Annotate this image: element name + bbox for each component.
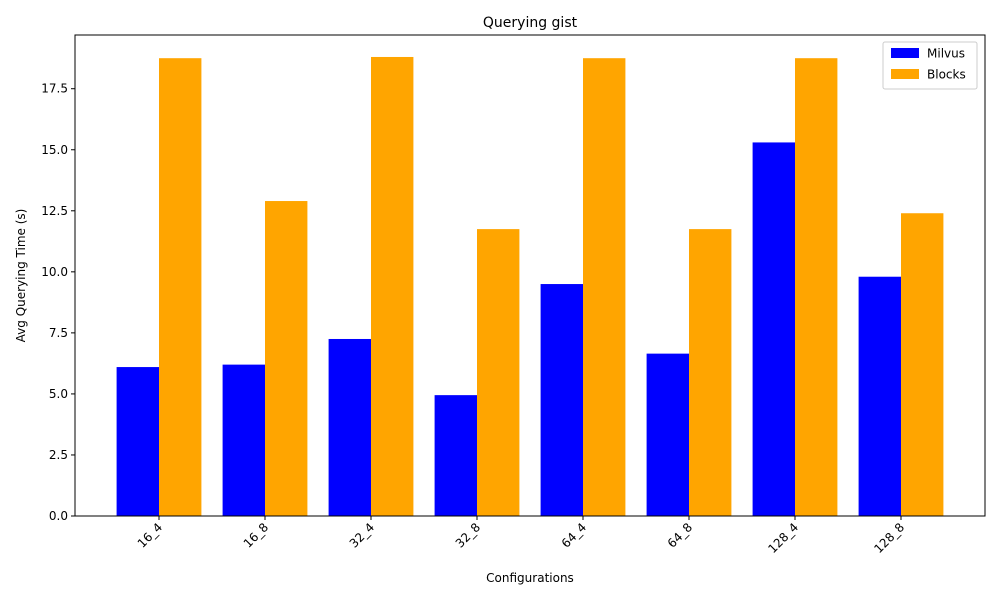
legend-label-blocks: Blocks <box>927 68 966 82</box>
bar-blocks-16_8 <box>265 201 308 516</box>
legend: Milvus Blocks <box>882 41 978 90</box>
x-axis-ticks: 16_4 16_8 32_4 32_8 64_4 64_8 128_4 128_8 <box>135 516 907 556</box>
bar-milvus-16_4 <box>116 367 159 516</box>
legend-label-milvus: Milvus <box>927 47 965 61</box>
y-axis-label: Avg Querying Time (s) <box>14 209 28 343</box>
chart-title: Querying gist <box>483 15 578 31</box>
bar-blocks-64_4 <box>583 58 626 516</box>
bar-blocks-32_4 <box>371 56 414 517</box>
bar-blocks-128_8 <box>901 213 944 516</box>
bar-milvus-32_4 <box>328 338 371 516</box>
x-tick-label: 64_4 <box>559 520 589 550</box>
y-tick-label: 10.0 <box>41 265 68 279</box>
y-axis-ticks: 0.0 2.5 5.0 7.5 10.0 12.5 15.0 17.5 <box>41 82 75 523</box>
x-tick-label: 64_8 <box>665 520 695 550</box>
legend-swatch-blocks <box>891 69 919 79</box>
x-tick-label: 16_4 <box>135 520 165 550</box>
x-tick-label: 128_8 <box>871 520 907 556</box>
y-tick-label: 17.5 <box>41 82 68 96</box>
bar-blocks-16_4 <box>159 58 202 516</box>
bars-group <box>116 56 944 517</box>
y-tick-label: 7.5 <box>49 326 68 340</box>
bar-milvus-64_4 <box>540 284 583 516</box>
bar-milvus-64_8 <box>646 353 689 516</box>
x-axis-label: Configurations <box>486 571 574 585</box>
y-tick-label: 15.0 <box>41 143 68 157</box>
bar-milvus-128_8 <box>858 276 901 516</box>
bar-blocks-128_4 <box>795 58 838 516</box>
y-tick-label: 0.0 <box>49 509 68 523</box>
x-tick-label: 128_4 <box>765 520 801 556</box>
bar-milvus-16_8 <box>222 364 265 516</box>
bar-blocks-32_8 <box>477 229 520 516</box>
bar-blocks-64_8 <box>689 229 732 516</box>
x-tick-label: 32_8 <box>453 520 483 550</box>
y-tick-label: 2.5 <box>49 448 68 462</box>
y-tick-label: 12.5 <box>41 204 68 218</box>
bar-milvus-128_4 <box>752 142 795 517</box>
x-tick-label: 32_4 <box>347 520 377 550</box>
y-tick-label: 5.0 <box>49 387 68 401</box>
bar-milvus-32_8 <box>434 395 477 516</box>
legend-swatch-milvus <box>891 48 919 58</box>
x-tick-label: 16_8 <box>241 520 271 550</box>
plot-frame <box>74 34 986 517</box>
